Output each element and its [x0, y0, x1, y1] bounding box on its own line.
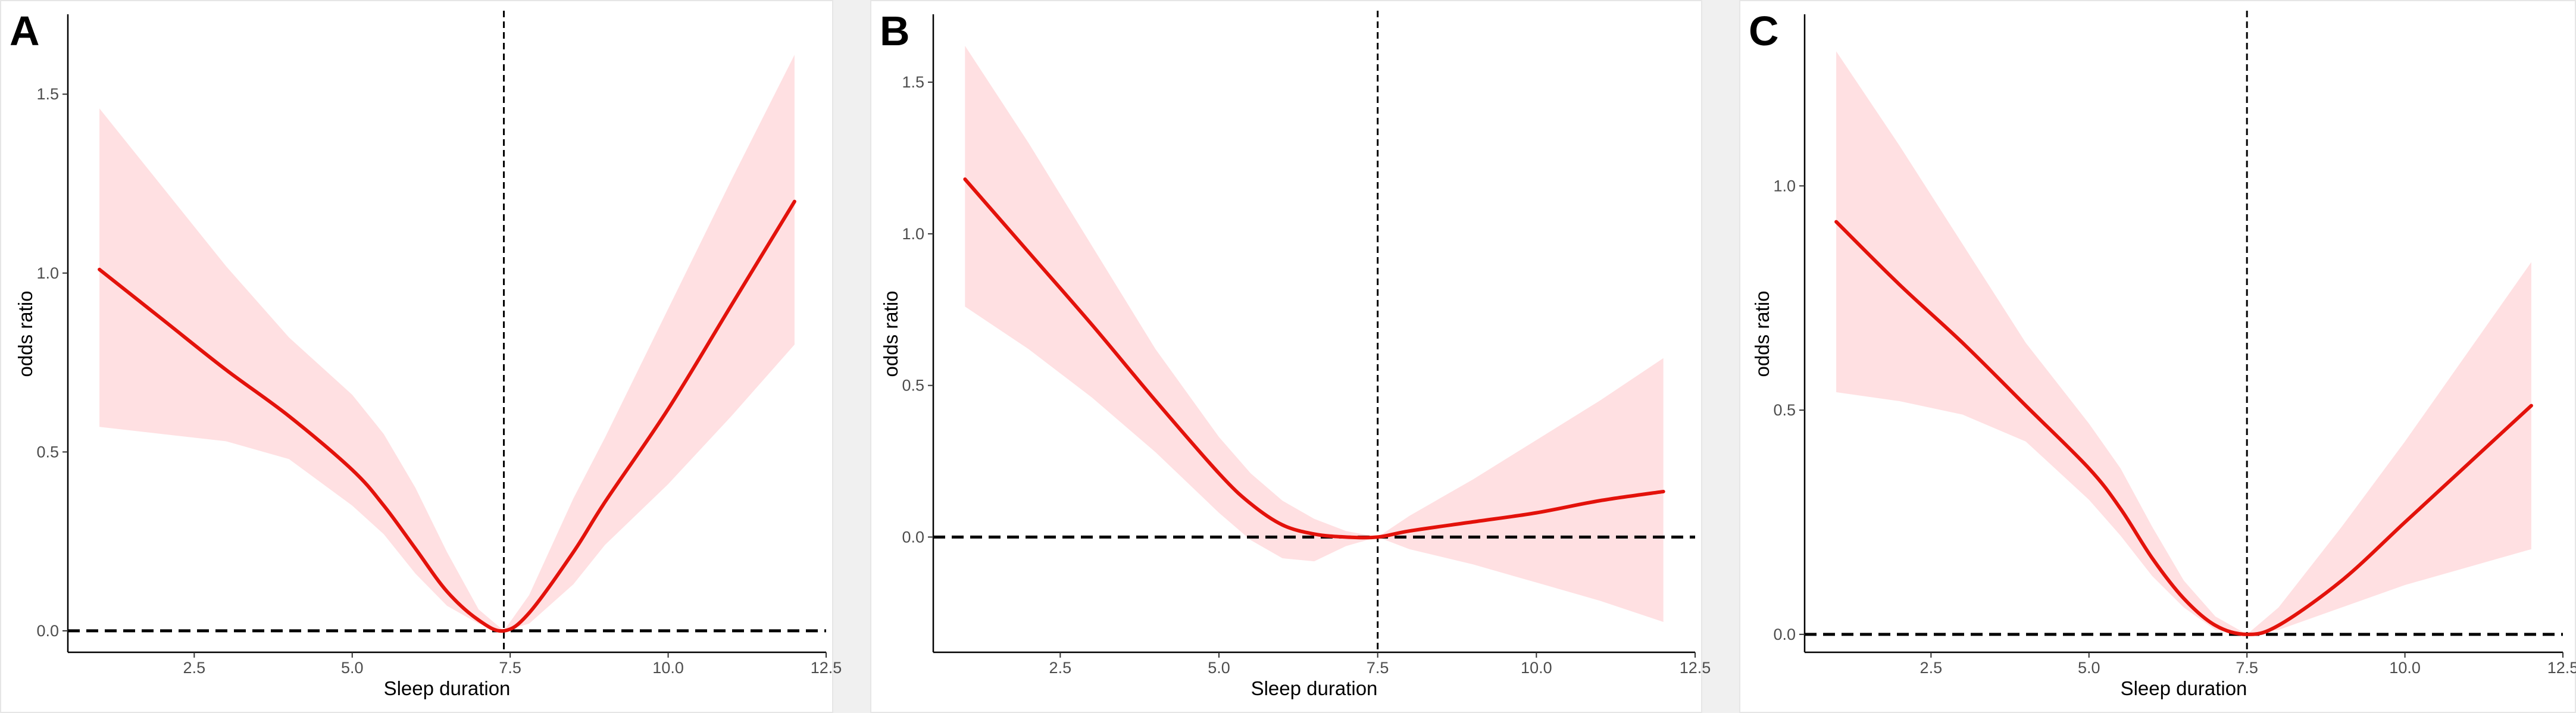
x-axis-title: Sleep duration: [384, 677, 511, 699]
panel-label: C: [1749, 8, 1779, 54]
y-tick-label: 1.5: [36, 85, 59, 103]
odds-ratio-curve: [963, 177, 1665, 540]
x-tick-label: 5.0: [2078, 659, 2100, 677]
x-tick-label: 10.0: [652, 659, 684, 677]
y-tick-label: 0.5: [36, 443, 59, 461]
x-tick-label: 7.5: [2236, 659, 2258, 677]
y-tick-label: 1.5: [902, 73, 924, 91]
y-axis-title: odds ratio: [14, 291, 36, 377]
x-tick-label: 2.5: [1920, 659, 1943, 677]
odds-ratio-curve: [1834, 220, 2533, 636]
confidence-band: [99, 55, 795, 631]
y-tick-label: 0.0: [902, 528, 924, 546]
panel-a: 2.5 5.0 7.5 10.0 12.5 0.0 0.5 1.0 1.5 Sleep durat…: [0, 0, 842, 713]
panel-label: B: [880, 8, 910, 54]
x-tick-label: 2.5: [183, 659, 206, 677]
y-axis-title: odds ratio: [880, 291, 902, 377]
x-tick-label: 7.5: [1367, 659, 1389, 677]
y-axis-title: odds ratio: [1751, 291, 1773, 377]
x-tick-label: 12.5: [2547, 659, 2576, 677]
panel-b: 2.5 5.0 7.5 10.0 12.5 0.0 0.5 1.0 1.5 Sleep durat…: [870, 0, 1711, 713]
odds-ratio-curve: [98, 199, 796, 633]
confidence-band: [1836, 51, 2531, 634]
panel-c: 2.5 5.0 7.5 10.0 12.5 0.0 0.5 1.0 Sleep duration…: [1739, 0, 2576, 713]
x-tick-label: 5.0: [1208, 659, 1230, 677]
panel-label: A: [10, 8, 40, 54]
y-tick-label: 0.0: [36, 622, 59, 640]
y-tick-label: 1.0: [1773, 177, 1796, 195]
y-tick-label: 0.5: [902, 377, 924, 395]
y-tick-label: 1.0: [902, 225, 924, 243]
confidence-band: [965, 45, 1664, 623]
x-axis-title: Sleep duration: [2121, 677, 2247, 699]
x-tick-label: 10.0: [1521, 659, 1552, 677]
gap-between-panels-a-b: [833, 0, 870, 713]
y-tick-label: 0.0: [1773, 626, 1796, 643]
y-tick-label: 0.5: [1773, 401, 1796, 419]
x-tick-label: 5.0: [341, 659, 364, 677]
y-tick-label: 1.0: [36, 264, 59, 282]
x-tick-label: 12.5: [811, 659, 842, 677]
x-tick-label: 10.0: [2389, 659, 2421, 677]
x-tick-label: 2.5: [1049, 659, 1072, 677]
x-tick-label: 7.5: [499, 659, 521, 677]
x-axis-title: Sleep duration: [1251, 677, 1378, 699]
x-tick-label: 12.5: [1680, 659, 1711, 677]
gap-between-panels-b-c: [1702, 0, 1739, 713]
